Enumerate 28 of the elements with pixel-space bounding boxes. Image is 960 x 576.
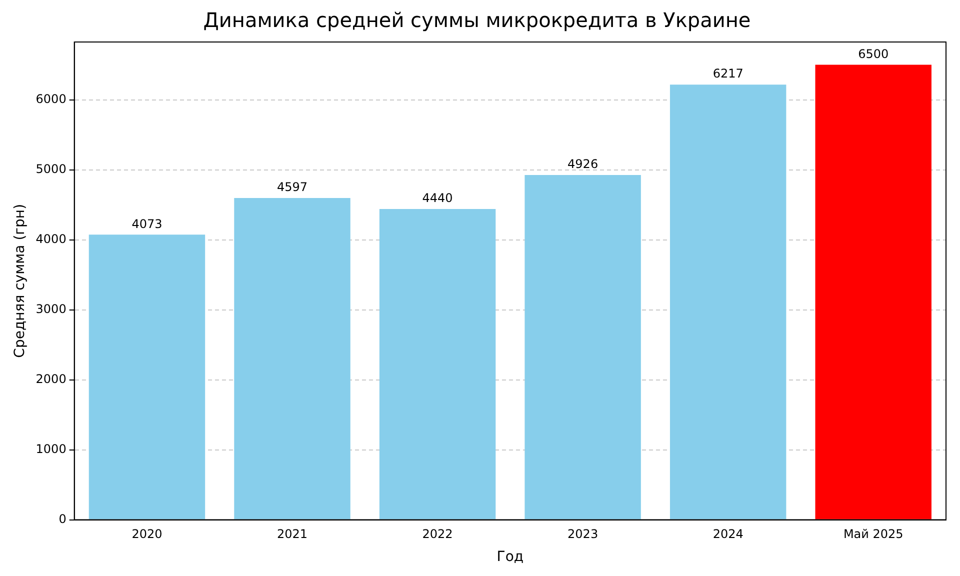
- bar: [815, 64, 932, 520]
- y-tick-label: 1000: [36, 442, 66, 456]
- bar: [234, 198, 350, 520]
- y-axis-title: Средняя сумма (грн): [12, 204, 28, 358]
- data-label: 4440: [422, 191, 453, 206]
- x-tick-label: 2023: [568, 527, 598, 542]
- x-tick-label: 2024: [712, 527, 744, 542]
- bar: [670, 84, 786, 520]
- x-tick-label: 2022: [422, 527, 453, 542]
- y-tick-label: 3000: [36, 302, 66, 316]
- y-tick-label: 2000: [36, 372, 66, 386]
- x-tick-label: 2020: [132, 527, 162, 542]
- chart-title: Динамика средней суммы микрокредита в Украине: [203, 8, 751, 32]
- y-tick-label: 6000: [36, 92, 66, 106]
- x-tick-label: Май 2025: [843, 527, 904, 542]
- y-tick-label: 4000: [36, 232, 66, 246]
- bar: [524, 174, 641, 520]
- x-tick-label: 2021: [276, 527, 308, 542]
- data-label: 6500: [858, 46, 889, 61]
- y-tick-label: 5000: [36, 162, 66, 176]
- bar: [379, 208, 496, 520]
- bar: [88, 234, 206, 520]
- data-label: 4073: [132, 216, 162, 231]
- data-label: 6217: [712, 66, 744, 81]
- data-label: 4597: [276, 180, 308, 194]
- x-axis-title: Год: [496, 549, 524, 566]
- y-tick-label: 0: [58, 512, 66, 526]
- data-label: 4926: [568, 157, 598, 172]
